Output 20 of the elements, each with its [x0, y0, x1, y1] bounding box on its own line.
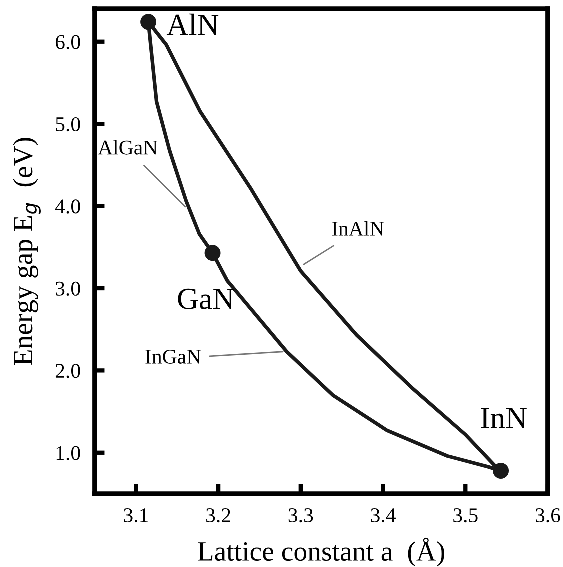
annotation: InN — [481, 408, 527, 428]
y-tick-label: 5.0 — [56, 117, 80, 132]
x-tick-label: 3.1 — [124, 508, 148, 523]
y-tick-label: 2.0 — [56, 364, 80, 378]
x-tick-label: 3.2 — [206, 508, 230, 523]
annotation: InGaN — [146, 350, 202, 364]
annotation: AlGaN — [98, 140, 158, 155]
annotation: GaN — [178, 288, 234, 310]
annotation: InAlN — [332, 221, 384, 236]
y-tick-label: 6.0 — [56, 35, 80, 50]
y-tick-label: 3.0 — [56, 282, 80, 296]
annotation: AlN — [166, 14, 219, 36]
x-axis-title: Lattice constant a (Å) — [198, 538, 444, 567]
x-tick-label: 3.4 — [371, 508, 396, 523]
x-tick-label: 3.3 — [288, 508, 314, 523]
y-tick-label: 4.0 — [55, 200, 80, 214]
y-axis-title: Energy gap E$_{g}$ (eV) — [13, 138, 41, 366]
x-tick-label: 3.5 — [454, 508, 478, 523]
x-tick-label: 3.6 — [536, 508, 560, 523]
y-tick-label: 1.0 — [56, 446, 80, 460]
